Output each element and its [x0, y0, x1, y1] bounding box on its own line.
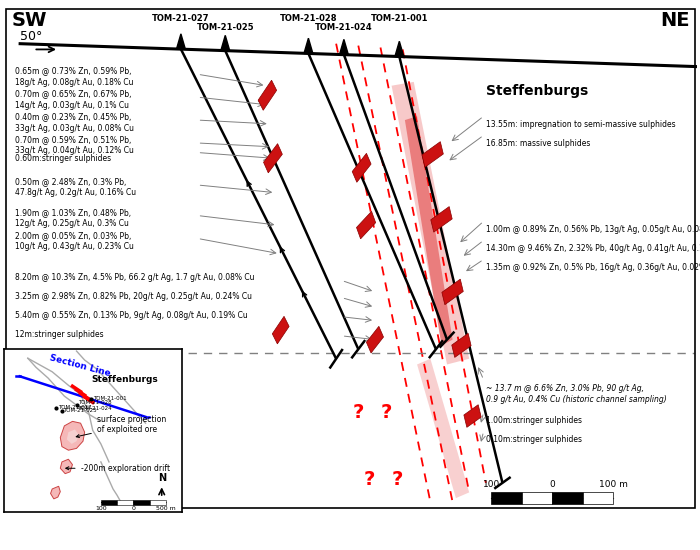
Text: ~ 13.7 m @ 6.6% Zn, 3.0% Pb, 90 g/t Ag,
0.9 g/t Au, 0.4% Cu (historic channel sa: ~ 13.7 m @ 6.6% Zn, 3.0% Pb, 90 g/t Ag, … — [486, 383, 666, 404]
Polygon shape — [405, 116, 453, 345]
Bar — [263, 144, 282, 173]
Text: 500 m: 500 m — [156, 506, 176, 511]
Text: 16.85m: massive sulphides: 16.85m: massive sulphides — [486, 139, 590, 148]
Text: TOM-21-001: TOM-21-001 — [92, 397, 127, 402]
Polygon shape — [60, 421, 85, 450]
Bar — [522, 492, 552, 504]
Text: ?: ? — [364, 470, 375, 488]
Bar — [452, 333, 471, 358]
Text: 0: 0 — [132, 506, 135, 511]
Text: 1.90m @ 1.03% Zn, 0.48% Pb,
12g/t Ag, 0.25g/t Au, 0.3% Cu: 1.90m @ 1.03% Zn, 0.48% Pb, 12g/t Ag, 0.… — [15, 208, 131, 228]
Text: TOM-21-027: TOM-21-027 — [152, 14, 210, 23]
Text: 14.30m @ 9.46% Zn, 2.32% Pb, 40g/t Ag, 0.41g/t Au, 0.18% Cu: 14.30m @ 9.46% Zn, 2.32% Pb, 40g/t Ag, 0… — [486, 244, 700, 253]
Polygon shape — [391, 82, 469, 365]
Text: 3.25m @ 2.98% Zn, 0.82% Pb, 20g/t Ag, 0.25g/t Au, 0.24% Cu: 3.25m @ 2.98% Zn, 0.82% Pb, 20g/t Ag, 0.… — [15, 292, 251, 301]
Bar — [117, 500, 133, 505]
Bar — [356, 211, 376, 239]
Bar — [101, 500, 117, 505]
Bar — [422, 142, 443, 167]
Text: -200m exploration drift: -200m exploration drift — [15, 378, 104, 387]
Polygon shape — [60, 459, 73, 474]
Text: 0.10m:stringer sulphides: 0.10m:stringer sulphides — [486, 435, 582, 444]
Polygon shape — [417, 359, 469, 498]
Text: 0.60m:stringer sulphides: 0.60m:stringer sulphides — [15, 155, 111, 163]
Polygon shape — [304, 38, 313, 53]
Text: ?: ? — [353, 403, 364, 422]
Text: 12m:stringer sulphides: 12m:stringer sulphides — [15, 330, 103, 339]
Text: surface projection
of exploited ore: surface projection of exploited ore — [76, 415, 166, 438]
Text: 1.00m:stringer sulphides: 1.00m:stringer sulphides — [486, 416, 582, 425]
Text: TOM-21-028
TOM-21-024: TOM-21-028 TOM-21-024 — [78, 400, 112, 410]
Bar — [430, 207, 452, 232]
Text: 0.40m @ 0.23% Zn, 0.45% Pb,
33g/t Ag, 0.03g/t Au, 0.08% Cu: 0.40m @ 0.23% Zn, 0.45% Pb, 33g/t Ag, 0.… — [15, 112, 134, 133]
Text: 1.35m @ 0.92% Zn, 0.5% Pb, 16g/t Ag, 0.36g/t Au, 0.02% Cu: 1.35m @ 0.92% Zn, 0.5% Pb, 16g/t Ag, 0.3… — [486, 263, 700, 272]
Text: 0.70m @ 0.59% Zn, 0.51% Pb,
33g/t Ag, 0.04g/t Au, 0.12% Cu: 0.70m @ 0.59% Zn, 0.51% Pb, 33g/t Ag, 0.… — [15, 135, 134, 156]
Text: SW: SW — [11, 11, 47, 30]
Text: TOM-21-024: TOM-21-024 — [315, 23, 372, 32]
Text: Steffenburgs: Steffenburgs — [486, 84, 588, 98]
Text: Section Line: Section Line — [48, 353, 111, 378]
Text: TOM-21-025: TOM-21-025 — [64, 408, 97, 413]
Text: N: N — [158, 472, 166, 483]
Bar — [258, 80, 276, 111]
Text: 0.70m @ 0.65% Zn, 0.67% Pb,
14g/t Ag, 0.03g/t Au, 0.1% Cu: 0.70m @ 0.65% Zn, 0.67% Pb, 14g/t Ag, 0.… — [15, 90, 131, 109]
Text: TOM-21-025: TOM-21-025 — [197, 23, 254, 32]
Bar — [150, 500, 166, 505]
Text: TOM-21-027: TOM-21-027 — [58, 405, 92, 410]
Text: ?: ? — [380, 403, 392, 422]
Text: 0.50m @ 2.48% Zn, 0.3% Pb,
47.8g/t Ag, 0.2g/t Au, 0.16% Cu: 0.50m @ 2.48% Zn, 0.3% Pb, 47.8g/t Ag, 0… — [15, 177, 136, 197]
Text: ?: ? — [391, 470, 402, 488]
Text: 50°: 50° — [20, 30, 43, 42]
Bar — [491, 492, 522, 504]
Text: 13.55m: impregnation to semi-massive sulphides: 13.55m: impregnation to semi-massive sul… — [486, 120, 676, 129]
Polygon shape — [395, 41, 404, 57]
Text: 0: 0 — [550, 480, 555, 488]
Polygon shape — [176, 34, 186, 49]
Text: 5.40m @ 0.55% Zn, 0.13% Pb, 9g/t Ag, 0.08g/t Au, 0.19% Cu: 5.40m @ 0.55% Zn, 0.13% Pb, 9g/t Ag, 0.0… — [15, 311, 247, 320]
Text: 0.65m @ 0.73% Zn, 0.59% Pb,
18g/t Ag, 0.08g/t Au, 0.18% Cu: 0.65m @ 0.73% Zn, 0.59% Pb, 18g/t Ag, 0.… — [15, 67, 133, 87]
Text: Steffenburgs: Steffenburgs — [91, 375, 158, 383]
Text: 100: 100 — [483, 480, 500, 488]
Bar — [464, 405, 481, 427]
Bar — [442, 279, 463, 305]
Text: 100 m: 100 m — [599, 480, 628, 488]
Polygon shape — [66, 430, 79, 444]
Text: TOM-21-028: TOM-21-028 — [280, 14, 337, 23]
Text: 2.00m @ 0.05% Zn, 0.03% Pb,
10g/t Ag, 0.43g/t Au, 0.23% Cu: 2.00m @ 0.05% Zn, 0.03% Pb, 10g/t Ag, 0.… — [15, 231, 134, 251]
Bar — [272, 316, 289, 344]
Bar — [352, 153, 371, 182]
Bar — [552, 492, 583, 504]
Text: NE: NE — [660, 11, 689, 30]
Text: TOM-21-001: TOM-21-001 — [370, 14, 428, 23]
Text: -200m exploration drift: -200m exploration drift — [66, 464, 169, 473]
Bar — [366, 326, 384, 353]
Polygon shape — [220, 35, 230, 51]
Text: 100: 100 — [95, 506, 106, 511]
Text: 8.20m @ 10.3% Zn, 4.5% Pb, 66.2 g/t Ag, 1.7 g/t Au, 0.08% Cu: 8.20m @ 10.3% Zn, 4.5% Pb, 66.2 g/t Ag, … — [15, 273, 254, 282]
Polygon shape — [340, 40, 349, 54]
Text: 1.00m @ 0.89% Zn, 0.56% Pb, 13g/t Ag, 0.05g/t Au, 0.08% Cu: 1.00m @ 0.89% Zn, 0.56% Pb, 13g/t Ag, 0.… — [486, 225, 700, 234]
Bar — [133, 500, 150, 505]
Bar — [583, 492, 613, 504]
Polygon shape — [50, 486, 60, 499]
